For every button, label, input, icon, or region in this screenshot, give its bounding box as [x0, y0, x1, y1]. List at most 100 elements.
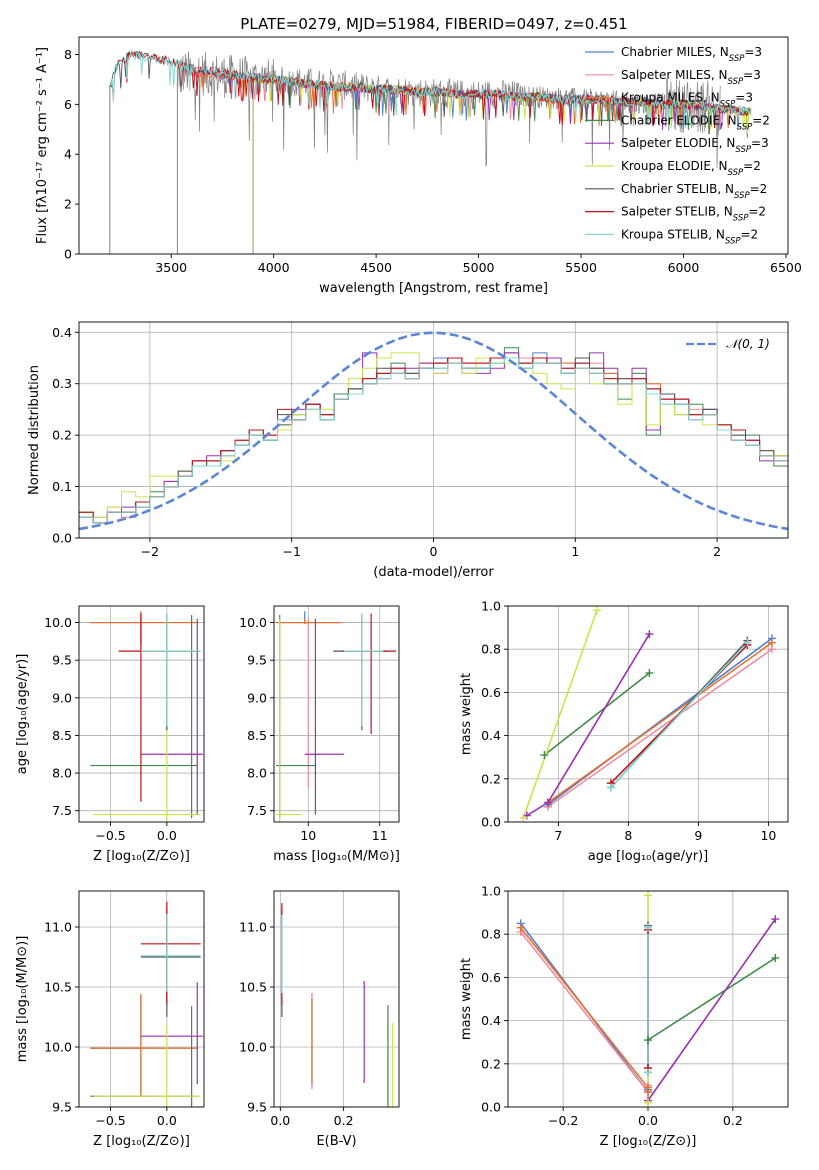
y-tick-label: 0.8 [481, 927, 501, 942]
plot-area [109, 48, 752, 254]
mass-weight-line [526, 633, 651, 817]
x-tick-label: −0.5 [95, 1113, 125, 1128]
legend-entry-count: =2 [748, 205, 766, 219]
mass-weight-point [644, 923, 652, 932]
histogram-step [79, 352, 788, 538]
legend-entry-name: Kroupa STELIB, N [621, 227, 725, 241]
x-axis-label: Z [log₁₀(Z/Z⊙)] [600, 1134, 697, 1149]
y-axis-label: age [log₁₀(age/yr)] [15, 654, 30, 775]
x-tick-label: 7 [554, 828, 562, 843]
chart-residuals: −2 −1 0 1 2 0.0 0.1 0.2 0.3 0.4 (data-model)/error… [27, 321, 789, 580]
y-tick-label: 9.0 [247, 690, 267, 705]
mass-weight-line [547, 637, 773, 806]
legend-entry-count: =3 [751, 136, 769, 150]
mass-weight-line [543, 672, 650, 756]
y-tick-label: 0.2 [52, 428, 72, 443]
mass-weight-point [644, 1087, 652, 1096]
y-tick-label: 0.4 [481, 728, 501, 743]
y-tick-label: 0.0 [52, 531, 72, 546]
x-axis-label: Z [log₁₀(Z/Z⊙)] [93, 849, 190, 864]
mass-weight-line [520, 931, 649, 1095]
mass-weight-point [645, 668, 654, 677]
legend-entry: Salpeter STELIB, NSSP=2 [621, 205, 766, 224]
legend-entry-count: =2 [741, 227, 759, 241]
x-axis-label: E(B-V) [316, 1134, 356, 1149]
y-tick-label: 1.0 [481, 599, 501, 614]
mass-weight-line [647, 918, 776, 1101]
axes-frame [507, 605, 789, 823]
x-axis-label: Z [log₁₀(Z/Z⊙)] [93, 1134, 190, 1149]
x-tick-label: 6500 [770, 260, 802, 275]
y-tick-label: 0.4 [52, 325, 72, 340]
mass-weight-line [610, 642, 748, 788]
axes-frame [78, 36, 789, 255]
legend-entry-subscript: SSP [720, 100, 736, 110]
histogram-step [79, 357, 788, 538]
histogram-step [79, 357, 788, 538]
x-tick-label: 0 [430, 544, 438, 559]
y-tick-label: 10.0 [239, 1040, 267, 1055]
legend-entry-count: =3 [735, 91, 753, 105]
y-tick-label: 11.0 [239, 920, 267, 935]
legend-entry-name: Salpeter ELODIE, N [621, 136, 735, 150]
y-tick-label: 9.5 [247, 1100, 267, 1115]
legend-entry-subscript: SSP [729, 54, 745, 64]
y-tick-label: 9.5 [247, 653, 267, 668]
x-tick-label: 9 [694, 828, 702, 843]
x-tick-label: 0.0 [157, 1113, 177, 1128]
y-tick-label: 0 [64, 247, 72, 262]
legend-entry: Kroupa MILES, NSSP=3 [621, 91, 753, 110]
y-tick-label: 8 [64, 47, 72, 62]
y-axis-label: Flux [fλ10⁻¹⁷ erg cm⁻² s⁻¹ A⁻¹] [35, 47, 50, 244]
histogram-step [79, 357, 788, 538]
y-tick-label: 0.3 [52, 376, 72, 391]
chart-mass_weight_vs_Z: −0.2 0.0 0.2 0.0 0.2 0.4 0.6 0.8 1.0 Z [log₁₀(Z/Z… [459, 884, 789, 1149]
mass-weight-point [743, 638, 752, 647]
legend-entry: Salpeter ELODIE, NSSP=3 [621, 136, 769, 155]
y-axis-label: Normed distribution [27, 365, 42, 495]
x-tick-label: 4500 [360, 260, 392, 275]
mass-weight-point [644, 1098, 652, 1107]
y-axis-label: mass weight [459, 673, 474, 755]
y-tick-label: 7.5 [52, 803, 72, 818]
y-tick-label: 7.5 [247, 803, 267, 818]
legend-entry-name: Kroupa ELODIE, N [621, 159, 728, 173]
x-tick-label: −1 [282, 544, 300, 559]
legend-entry-subscript: SSP [734, 191, 750, 201]
x-tick-label: 6000 [668, 260, 700, 275]
legend-entry-subscript: SSP [733, 214, 749, 224]
histogram-step [79, 352, 788, 538]
x-tick-label: 10 [300, 828, 316, 843]
y-tick-label: 0.2 [481, 771, 501, 786]
legend-entry-subscript: SSP [728, 168, 744, 178]
y-tick-label: 0.6 [481, 685, 501, 700]
x-axis-label: mass [log₁₀(M/M⊙)] [273, 849, 400, 864]
x-axis-label: (data-model)/error [373, 565, 494, 580]
legend-entry: Chabrier MILES, NSSP=3 [621, 45, 762, 64]
y-tick-label: 0.8 [481, 642, 501, 657]
legend-entry-name: Salpeter STELIB, N [621, 205, 733, 219]
x-tick-label: 0.2 [723, 1113, 743, 1128]
chart-spectrum: PLATE=0279, MJD=51984, FIBERID=0497, z=0… [35, 15, 802, 296]
x-tick-label: 0.0 [157, 828, 177, 843]
y-tick-label: 8.5 [52, 728, 72, 743]
legend-entry-name: Kroupa MILES, N [621, 91, 720, 105]
y-tick-label: 8.5 [247, 728, 267, 743]
legend-entry-count: =2 [752, 113, 770, 127]
y-tick-label: 0.4 [481, 1013, 501, 1028]
y-tick-label: 10.0 [44, 615, 72, 630]
x-tick-label: −2 [141, 544, 159, 559]
y-axis-label: mass weight [459, 958, 474, 1040]
mass-weight-point [644, 1068, 652, 1077]
x-tick-label: 0.2 [334, 1113, 354, 1128]
mass-weight-point [644, 891, 652, 900]
plot-area [79, 331, 788, 538]
legend-entry-name: Chabrier ELODIE, N [621, 113, 737, 127]
y-tick-label: 9.5 [52, 1100, 72, 1115]
legend-entry-subscript: SSP [735, 145, 751, 155]
model-spectrum-line [176, 60, 751, 254]
legend-entry: Kroupa ELODIE, NSSP=2 [621, 159, 761, 178]
mass-weight-point [592, 606, 601, 615]
x-tick-label: 8 [624, 828, 632, 843]
